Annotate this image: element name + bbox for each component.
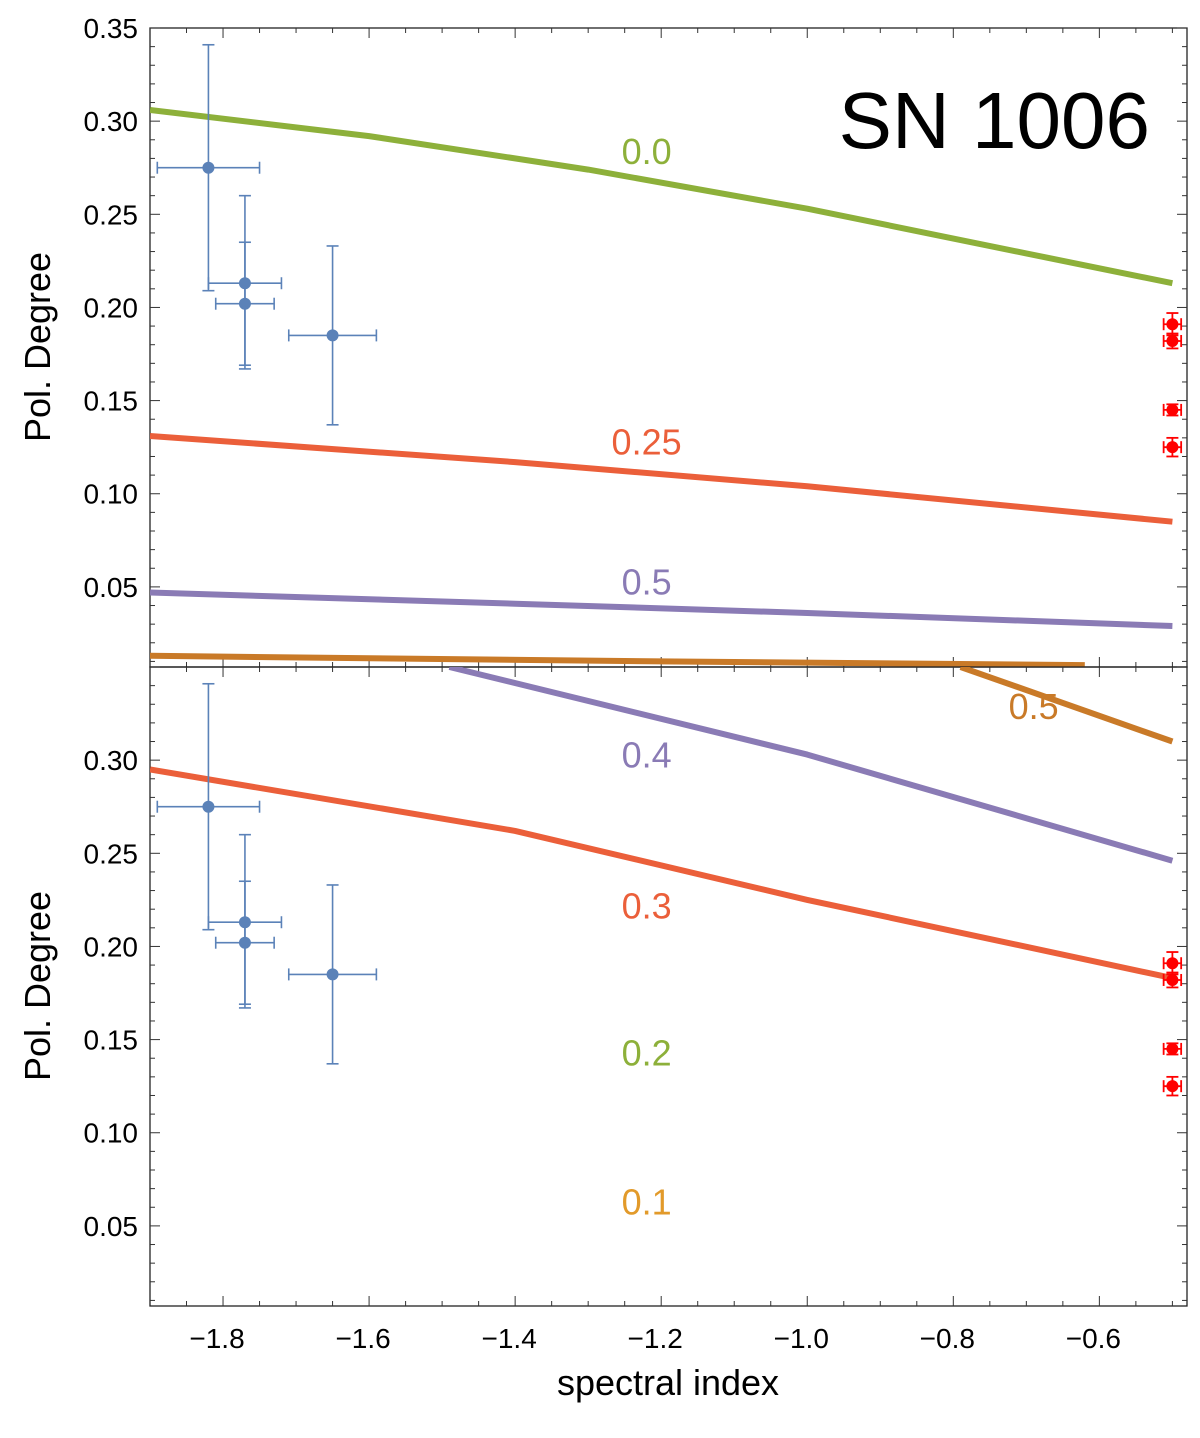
series-line-0.0 [150,107,1173,287]
x-axis-label: spectral index [557,1362,779,1403]
point-marker [202,161,215,174]
top-panel-series: 0.0 0.25 0.5 [150,107,1173,667]
red-data-point [1162,332,1183,350]
blue-data-point [156,43,261,292]
y-tick-label: 0.35 [84,13,139,44]
y-tick-label: 0.20 [84,931,139,962]
y-tick-label: 0.15 [84,386,139,417]
point-marker [326,329,339,342]
point-marker [326,968,339,981]
y-tick-label: 0.20 [84,292,139,323]
series-line-0.4 [448,667,1174,864]
series-label: 0.5 [1009,686,1059,727]
red-data-point [1162,971,1183,989]
y-tick-label: 0.30 [84,745,139,776]
series-line-0.5 [150,589,1173,629]
y-tick-label: 0.10 [84,479,139,510]
series-label: 0.1 [622,1182,672,1223]
red-data-point [1162,403,1183,417]
y-tick-label: 0.05 [84,1211,139,1242]
bottom-panel-ticks: 0.05 0.10 0.15 0.20 0.25 0.30 −1.8 −1.6 −1.4 −1.2… [84,666,1187,1354]
y-tick-label: 0.05 [84,572,139,603]
red-data-point [1162,951,1183,976]
x-tick-label: −1.6 [335,1323,390,1354]
chart-title: SN 1006 [839,76,1150,165]
point-marker [1166,334,1179,347]
y-tick-label: 0.25 [84,838,139,869]
red-data-point [1162,312,1183,337]
series-line-0.25 [150,433,1173,525]
blue-data-point [287,884,378,1065]
top-y-axis-label: Pol. Degree [17,252,58,442]
x-tick-label: −1.2 [628,1323,683,1354]
x-tick-label: −0.8 [920,1323,975,1354]
red-data-point [1162,1042,1183,1056]
series-label: 0.25 [612,422,682,463]
series-line-0.3 [150,766,1174,982]
y-tick-label: 0.30 [84,106,139,137]
series-label: 0.0 [622,131,672,172]
point-marker [238,936,251,949]
series-line-0.5 [959,667,1174,745]
point-marker [238,297,251,310]
red-data-point [1162,1075,1183,1097]
point-marker [1166,957,1179,970]
series-label: 0.2 [622,1033,672,1074]
point-marker [1166,441,1179,454]
top-panel-points [156,43,1183,458]
blue-data-point [287,245,378,426]
series-label: 0.4 [622,735,672,776]
point-marker [1166,1080,1179,1093]
point-marker [1166,973,1179,986]
point-marker [202,800,215,813]
blue-data-point [214,241,275,370]
point-marker [1166,1042,1179,1055]
top-panel-ticks: 0.05 0.10 0.15 0.20 0.25 0.30 0.35 [84,13,1187,667]
blue-data-point [214,880,275,1009]
point-marker [1166,318,1179,331]
blue-data-point [156,682,261,931]
x-tick-label: −1.0 [774,1323,829,1354]
series-label: 0.5 [622,561,672,602]
red-data-point [1162,436,1183,458]
y-tick-label: 0.25 [84,199,139,230]
bottom-panel-frame [149,666,1188,1307]
bottom-y-axis-label: Pol. Degree [17,891,58,1081]
x-tick-label: −1.4 [482,1323,537,1354]
point-marker [1166,403,1179,416]
y-tick-label: 0.10 [84,1118,139,1149]
y-tick-label: 0.15 [84,1025,139,1056]
series-label: 0.3 [622,886,672,927]
x-tick-label: −0.6 [1066,1323,1121,1354]
bottom-panel-series: 0.5 0.4 0.3 0.2 0.1 [150,667,1174,1223]
series-line-unlabeled [150,652,1085,667]
x-tick-label: −1.8 [189,1323,244,1354]
bottom-panel-points [156,682,1183,1097]
